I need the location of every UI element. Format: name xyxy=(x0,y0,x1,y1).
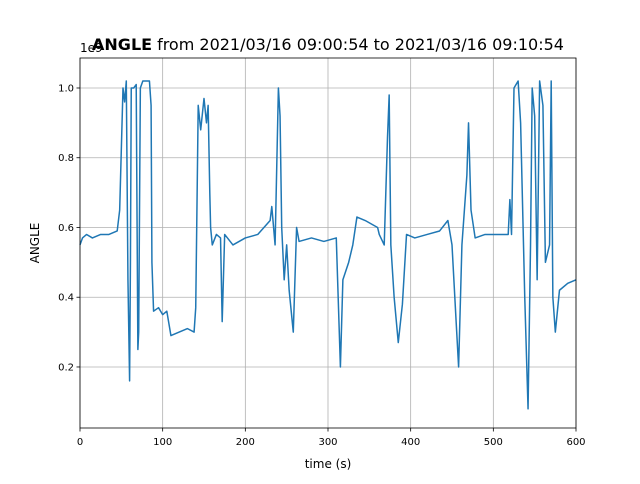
x-tick-label: 500 xyxy=(484,437,503,448)
offset-text: 1e9 xyxy=(80,41,103,55)
y-tick-label: 0.6 xyxy=(58,223,74,234)
x-axis-label: time (s) xyxy=(305,457,352,471)
x-tick-label: 400 xyxy=(401,437,420,448)
x-tick-label: 100 xyxy=(153,437,172,448)
y-axis-label: ANGLE xyxy=(28,223,42,264)
x-tick-label: 300 xyxy=(318,437,337,448)
grid xyxy=(79,58,577,428)
ticks: 0 100 200 300 400 500 600 0.2 0.4 0.6 0.8 1.0 xyxy=(58,83,585,448)
x-tick-label: 200 xyxy=(236,437,255,448)
data-line xyxy=(79,80,577,410)
y-tick-label: 0.2 xyxy=(58,362,74,373)
title-rest: from 2021/03/16 09:00:54 to 2021/03/16 0… xyxy=(157,35,564,54)
x-tick-label: 600 xyxy=(566,437,585,448)
y-tick-label: 0.4 xyxy=(58,293,74,304)
y-tick-label: 1.0 xyxy=(58,83,74,94)
chart-title: ANGLE from 2021/03/16 09:00:54 to 2021/03… xyxy=(92,35,564,54)
x-tick-label: 0 xyxy=(77,437,83,448)
title-bold: ANGLE xyxy=(92,35,152,54)
y-tick-label: 0.8 xyxy=(58,153,74,164)
plot-lines xyxy=(79,80,577,410)
